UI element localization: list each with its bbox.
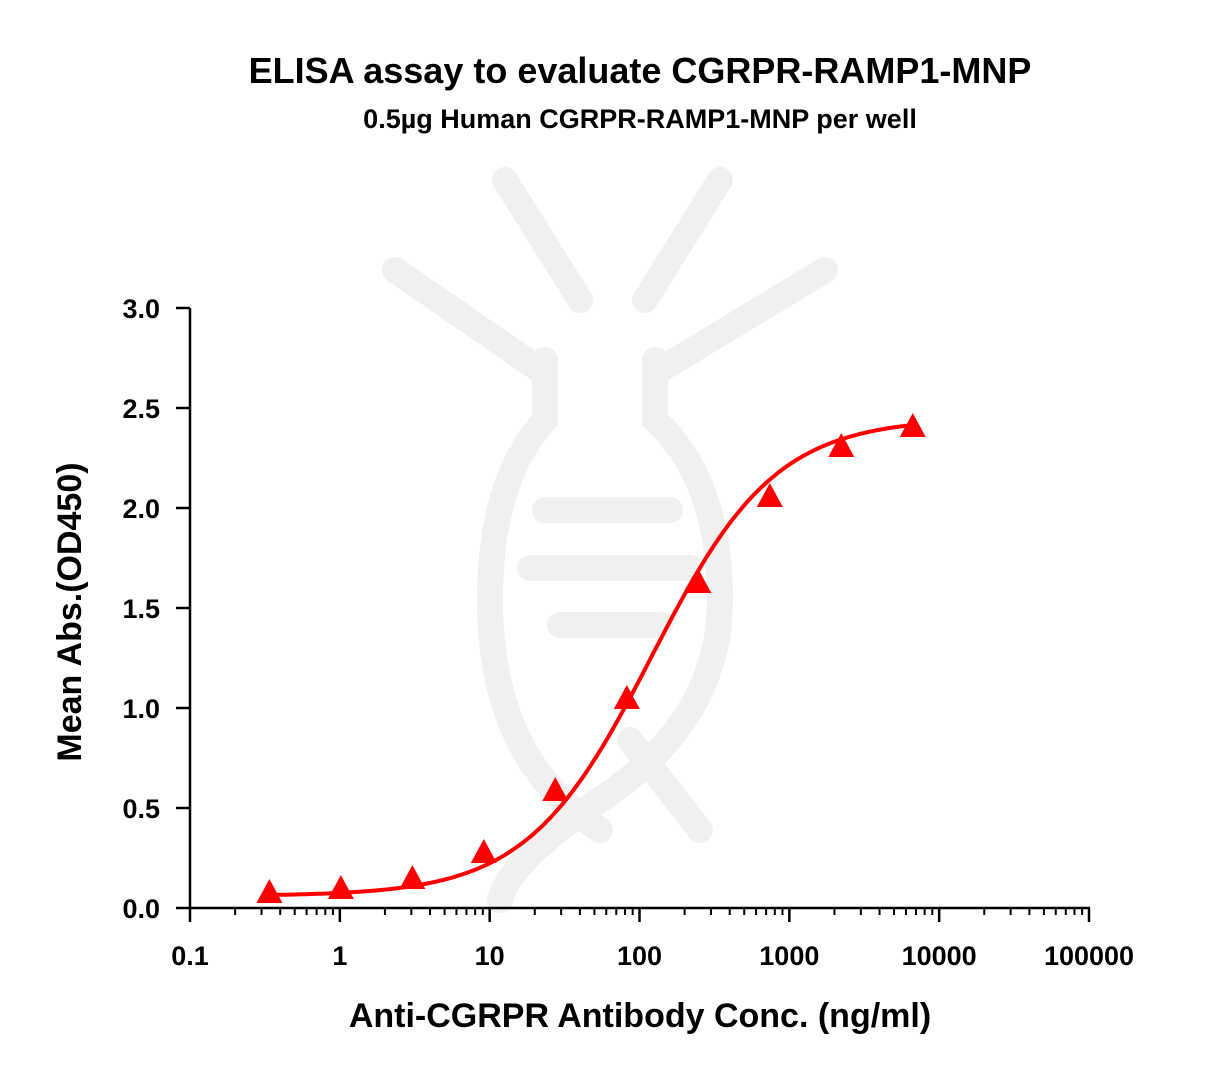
y-axis-label: Mean Abs.(OD450) bbox=[51, 462, 89, 761]
x-tick-label: 0.1 bbox=[171, 941, 209, 971]
x-axis-label: Anti-CGRPR Antibody Conc. (ng/ml) bbox=[349, 997, 931, 1035]
data-point-triangle bbox=[399, 865, 426, 889]
x-tick-label: 100 bbox=[617, 941, 662, 971]
data-point-triangle bbox=[756, 483, 783, 507]
data-point-triangle bbox=[899, 413, 926, 437]
data-point-triangle bbox=[470, 839, 497, 863]
y-tick-label: 1.0 bbox=[122, 694, 160, 724]
data-point-triangle bbox=[256, 879, 283, 903]
watermark-logo bbox=[382, 167, 838, 913]
chart-subtitle: 0.5µg Human CGRPR-RAMP1-MNP per well bbox=[363, 104, 917, 134]
x-tick-label: 1 bbox=[332, 941, 347, 971]
data-point-triangle bbox=[542, 777, 569, 801]
y-tick-label: 2.0 bbox=[122, 494, 160, 524]
y-tick-label: 2.5 bbox=[122, 394, 160, 424]
y-tick-label: 3.0 bbox=[122, 294, 160, 324]
x-tick-label: 10000 bbox=[902, 941, 977, 971]
fit-curve bbox=[269, 422, 914, 897]
data-point-triangle bbox=[685, 569, 712, 593]
y-tick-label: 1.5 bbox=[122, 594, 160, 624]
data-point-triangle bbox=[327, 875, 354, 899]
data-point-triangle bbox=[828, 433, 855, 457]
x-tick-label: 100000 bbox=[1044, 941, 1134, 971]
x-tick-label: 10 bbox=[475, 941, 505, 971]
x-tick-label: 1000 bbox=[759, 941, 819, 971]
chart-title: ELISA assay to evaluate CGRPR-RAMP1-MNP bbox=[249, 50, 1032, 91]
y-tick-label: 0.5 bbox=[122, 794, 160, 824]
y-tick-label: 0.0 bbox=[122, 894, 160, 924]
data-point-triangle bbox=[613, 685, 640, 709]
